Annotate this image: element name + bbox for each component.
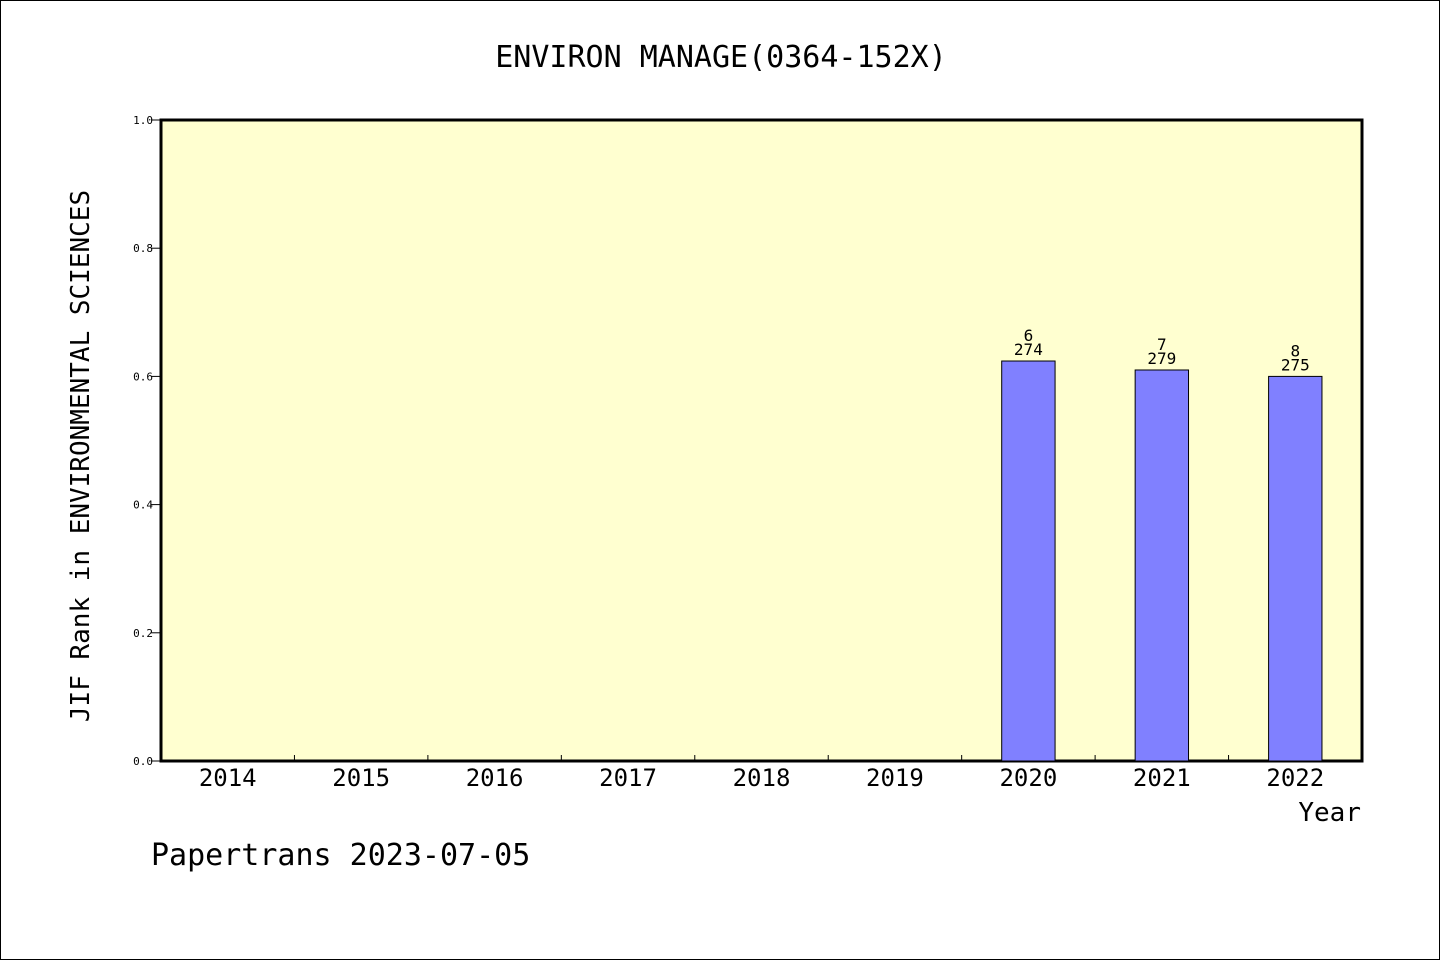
x-axis-label: Year: [1298, 798, 1361, 828]
bar-2021: [1134, 369, 1190, 762]
x-tick-label: 2014: [199, 764, 257, 792]
x-tick-label: 2017: [599, 764, 657, 792]
x-tick-label: 2021: [1133, 764, 1191, 792]
total-label: 279: [1147, 349, 1176, 368]
y-axis-label: JIF Rank in ENVIRONMENTAL SCIENCES: [66, 190, 96, 722]
y-tick-label: 0.2: [133, 627, 153, 640]
x-tick-label: 2020: [999, 764, 1057, 792]
footer-text: Papertrans 2023-07-05: [151, 838, 530, 873]
x-tick-label: 2022: [1266, 764, 1324, 792]
total-label: 275: [1281, 355, 1310, 374]
x-tick-label: 2019: [866, 764, 924, 792]
y-tick-label: 0.0: [133, 755, 153, 768]
x-tick-label: 2015: [332, 764, 390, 792]
total-label: 274: [1014, 340, 1043, 359]
bar-series: [1001, 360, 1323, 762]
rank-label: 7: [1157, 335, 1167, 354]
x-tick-label: 2016: [466, 764, 524, 792]
rank-label: 6: [1024, 326, 1034, 345]
chart-title: ENVIRON MANAGE(0364-152X): [495, 40, 947, 75]
y-tick-label: 1.0: [133, 114, 153, 127]
y-tick-label: 0.4: [133, 499, 153, 512]
bar-2022: [1268, 375, 1323, 762]
y-axis-ticks: 0.0 0.2 0.4 0.6 0.8 1.0: [133, 114, 161, 768]
bar-2020: [1001, 360, 1056, 762]
rank-label: 8: [1290, 341, 1300, 360]
x-tick-label: 2018: [733, 764, 791, 792]
y-tick-label: 0.8: [133, 242, 153, 255]
y-tick-label: 0.6: [133, 370, 153, 383]
x-axis-ticks: 2014 2015 2016 2017 2018 2019 2020 2021 2022: [199, 755, 1324, 792]
